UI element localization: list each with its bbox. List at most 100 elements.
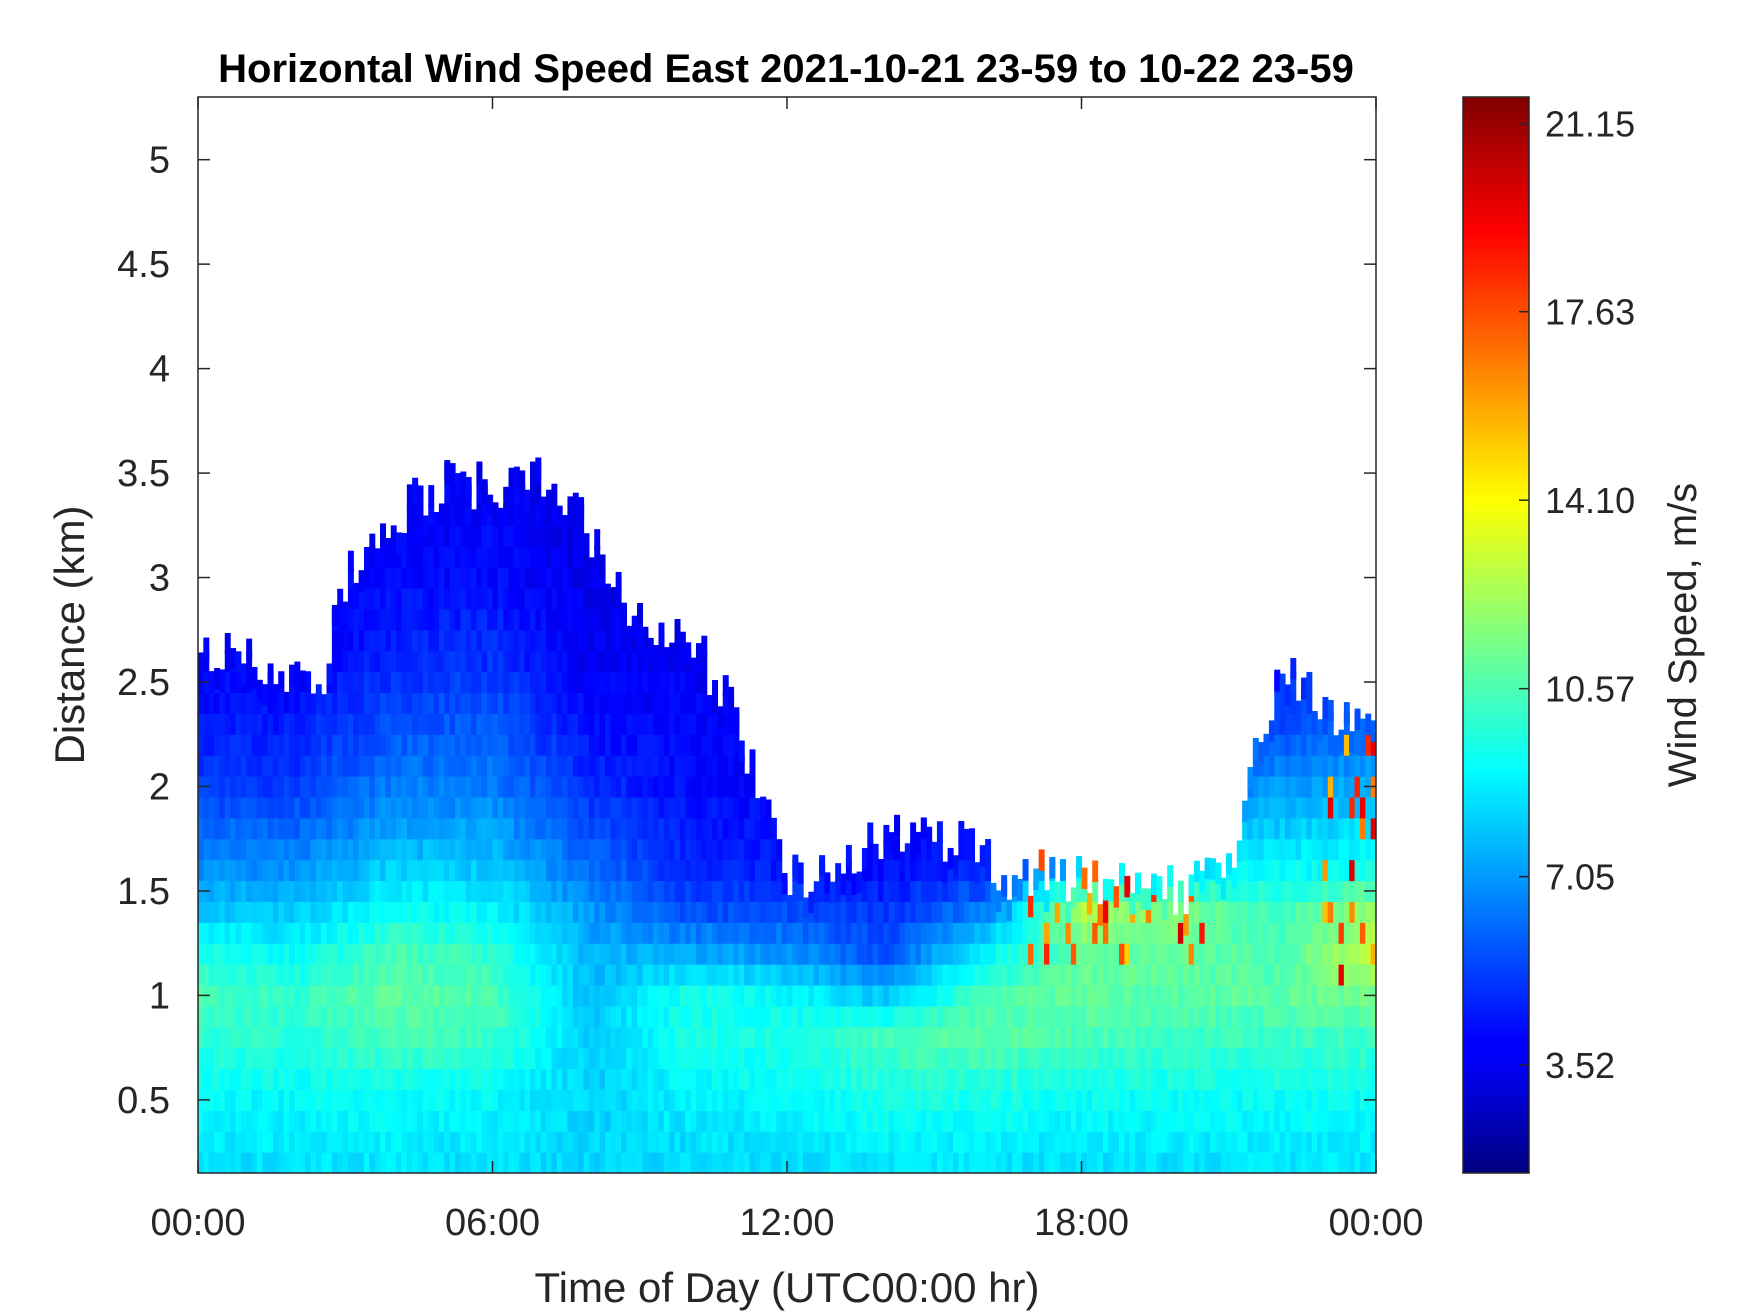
heatmap-cell <box>1006 1089 1013 1111</box>
heatmap-cell <box>813 943 820 965</box>
heatmap-cell <box>1359 1005 1366 1028</box>
heatmap-cell <box>551 567 558 589</box>
heatmap-cell <box>835 1131 842 1153</box>
heatmap-cell <box>256 755 263 777</box>
heatmap-cell <box>1338 964 1345 986</box>
heatmap-cell <box>621 1047 627 1070</box>
heatmap-cell <box>481 671 488 694</box>
heatmap-cell <box>519 587 526 610</box>
heatmap-cell <box>1311 943 1318 965</box>
heatmap-cell <box>342 838 349 861</box>
heatmap-cell <box>829 1026 836 1049</box>
heatmap-cell <box>637 901 644 923</box>
heatmap-cell <box>1210 1110 1216 1132</box>
heatmap-cell <box>717 734 724 756</box>
heatmap-cell <box>412 859 419 882</box>
heatmap-cell <box>969 964 975 986</box>
heatmap-cell <box>1188 984 1195 1007</box>
heatmap-cell <box>358 692 365 714</box>
heatmap-cell <box>1033 943 1040 965</box>
heatmap-cell <box>508 1110 515 1132</box>
heatmap-cell <box>904 1068 911 1091</box>
heatmap-cell <box>904 1089 911 1111</box>
heatmap-cell <box>449 838 456 861</box>
heatmap-cell <box>861 922 868 944</box>
heatmap-cell <box>438 567 445 589</box>
heatmap-cell <box>476 776 483 798</box>
heatmap-cell <box>578 943 585 965</box>
heatmap-cell <box>385 587 392 610</box>
y-tick-label: 3.5 <box>117 453 170 495</box>
heatmap-cell <box>642 713 649 735</box>
heatmap-cell <box>310 901 317 923</box>
heatmap-cell <box>1102 964 1109 986</box>
heatmap-cell <box>208 734 215 756</box>
heatmap-cell <box>728 1131 735 1153</box>
heatmap-cell <box>685 734 692 756</box>
heatmap-cell <box>492 1110 499 1132</box>
heatmap-cell <box>1301 922 1307 944</box>
heatmap-cell <box>1236 880 1243 902</box>
heatmap-cell <box>904 943 911 965</box>
heatmap-cell <box>647 1110 654 1132</box>
heatmap-cell <box>797 880 804 902</box>
heatmap-cell <box>406 901 413 923</box>
heatmap-cell <box>578 497 585 519</box>
heatmap-cell <box>203 901 210 923</box>
heatmap-cell <box>214 692 221 714</box>
heatmap-cell <box>433 692 440 714</box>
colorbar-tick-label: 3.52 <box>1545 1045 1615 1086</box>
heatmap-cell <box>551 483 558 506</box>
heatmap-cell <box>1343 922 1350 944</box>
heatmap-cell <box>712 984 718 1007</box>
heatmap-cell <box>246 838 253 861</box>
heatmap-cell <box>770 1089 777 1111</box>
heatmap-cell <box>1354 964 1361 986</box>
heatmap-cell <box>787 1089 793 1111</box>
heatmap-cell <box>674 1026 681 1049</box>
heatmap-cell <box>904 880 911 902</box>
heatmap-cell <box>1210 1026 1216 1049</box>
heatmap-cell <box>460 471 467 494</box>
heatmap-cell <box>1065 1068 1072 1091</box>
heatmap-cell <box>1295 964 1302 986</box>
heatmap-cell <box>513 671 520 694</box>
heatmap-cell <box>390 1152 397 1173</box>
heatmap-cell <box>546 1110 552 1132</box>
heatmap-cell <box>272 796 279 819</box>
heatmap-cell <box>722 796 729 819</box>
heatmap-cell <box>289 838 295 861</box>
heatmap-cell <box>546 650 552 673</box>
heatmap-cell <box>433 1152 440 1173</box>
heatmap-cell <box>476 461 483 483</box>
heatmap-cell <box>503 755 510 777</box>
heatmap-cell <box>412 1152 419 1173</box>
heatmap-cell <box>765 1131 772 1153</box>
heatmap-cell <box>1081 964 1088 986</box>
heatmap-cell <box>428 587 435 610</box>
heatmap-cell <box>1279 1068 1286 1091</box>
heatmap-cell <box>422 838 429 861</box>
heatmap-cell <box>653 922 660 944</box>
heatmap-cell <box>706 1068 713 1091</box>
heatmap-cell <box>556 838 563 861</box>
heatmap-cell <box>1172 1005 1179 1028</box>
heatmap-cell <box>471 734 478 756</box>
heatmap-cell <box>861 859 868 882</box>
heatmap-cell <box>1156 1131 1163 1153</box>
heatmap-cell <box>1124 943 1131 965</box>
heatmap-cell <box>604 692 611 714</box>
heatmap-cell <box>883 1131 890 1153</box>
heatmap-cell <box>540 922 547 944</box>
heatmap-cell <box>1054 1068 1061 1091</box>
heatmap-cell <box>936 1047 943 1070</box>
heatmap-cell <box>1349 859 1356 882</box>
heatmap-cell <box>396 817 403 840</box>
y-tick-label: 1.5 <box>117 871 170 913</box>
heatmap-cell <box>888 1047 895 1070</box>
heatmap-cell <box>289 755 295 777</box>
heatmap-cell <box>294 838 301 861</box>
heatmap-cell <box>733 964 740 986</box>
heatmap-cell <box>487 494 494 517</box>
